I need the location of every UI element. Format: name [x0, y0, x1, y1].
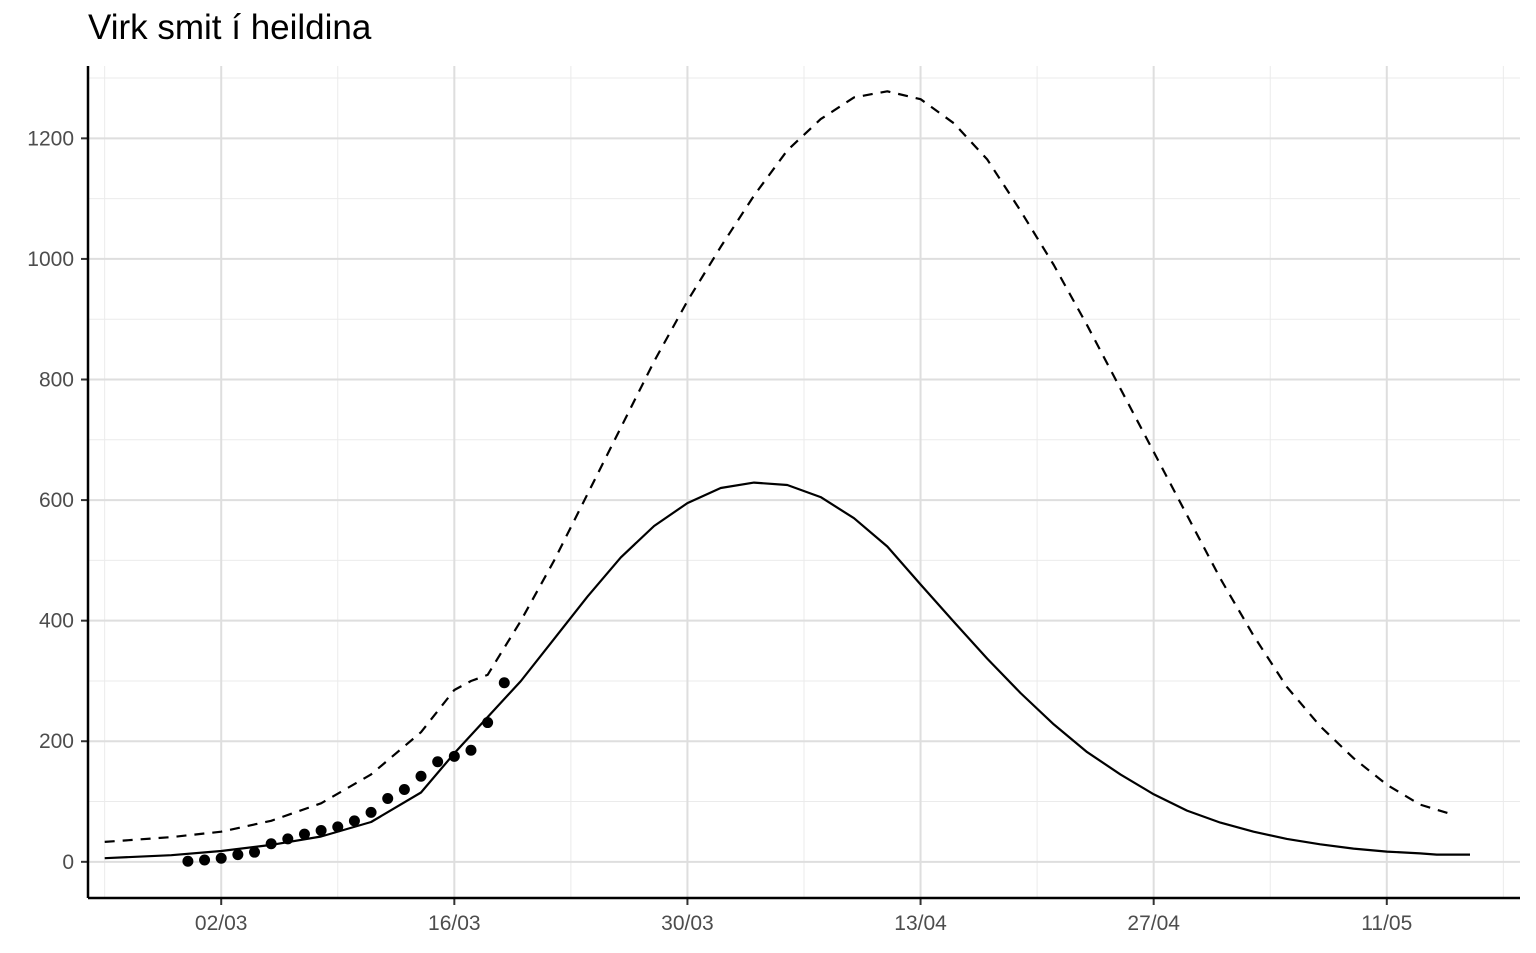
x-tick-label: 11/05 — [1361, 912, 1412, 935]
data-point — [249, 846, 261, 858]
data-point — [398, 783, 410, 795]
data-point — [298, 828, 310, 840]
y-tick-label: 600 — [39, 489, 74, 512]
y-tick-label: 0 — [62, 851, 74, 874]
x-tick-label: 13/04 — [894, 912, 947, 935]
data-point — [498, 677, 510, 689]
y-tick-label: 200 — [39, 730, 74, 753]
grid-major — [88, 66, 1520, 898]
data-point — [448, 750, 460, 762]
data-point — [465, 744, 477, 756]
y-tick-label: 400 — [39, 610, 74, 633]
x-tick-label: 02/03 — [195, 912, 248, 935]
series-line-solid — [104, 481, 1470, 860]
axes — [81, 66, 1520, 905]
data-point — [199, 854, 211, 866]
data-point — [482, 717, 494, 729]
data-point — [182, 855, 194, 867]
data-point — [265, 838, 277, 850]
x-tick-label: 30/03 — [661, 912, 714, 935]
data-point — [382, 793, 394, 805]
chart-title: Virk smit í heildina — [88, 8, 372, 47]
data-point — [415, 770, 427, 782]
tick-labels: 02/03 16/03 30/03 13/04 27/04 11/05 0 200 400 600… — [27, 127, 1412, 935]
series-layer — [104, 90, 1470, 867]
x-tick-label: 27/04 — [1127, 912, 1180, 935]
grid-minor — [88, 66, 1520, 898]
data-point — [365, 806, 377, 818]
x-tick-label: 16/03 — [428, 912, 481, 935]
data-point — [232, 849, 244, 861]
data-point — [315, 824, 327, 836]
data-point — [282, 833, 294, 845]
data-point — [215, 852, 227, 864]
y-tick-label: 1200 — [27, 127, 74, 150]
y-tick-label: 800 — [39, 369, 74, 392]
data-point — [432, 756, 444, 768]
data-point — [332, 821, 344, 833]
series-line-dashed — [104, 90, 1454, 843]
y-tick-label: 1000 — [27, 248, 74, 271]
data-point — [348, 815, 360, 827]
